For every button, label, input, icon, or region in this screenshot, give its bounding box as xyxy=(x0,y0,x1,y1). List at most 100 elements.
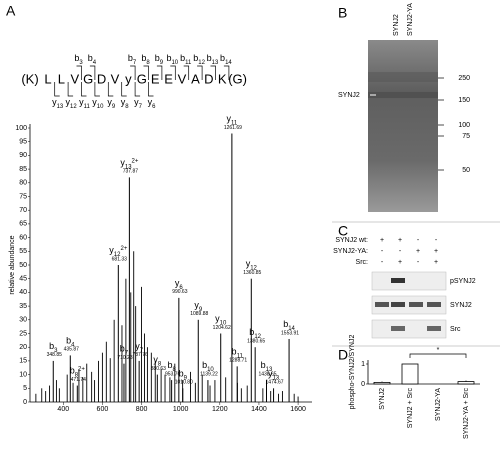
ion-index: 11 xyxy=(84,104,91,110)
residue: V xyxy=(111,71,120,86)
x-tick-label: 1600 xyxy=(290,406,306,413)
ion-label: y8 xyxy=(121,97,130,109)
ion-label: y7 xyxy=(134,97,143,109)
ion-label: b3 xyxy=(74,53,83,65)
fragment-tick xyxy=(89,65,96,80)
sign: + xyxy=(398,237,402,244)
ion-index: 11 xyxy=(231,120,238,126)
ion-label: y8 xyxy=(153,355,162,367)
x-tick-label: 1200 xyxy=(212,406,228,413)
y-tick-label: 80 xyxy=(19,180,27,187)
ion-label: y122+ xyxy=(109,245,128,257)
significance-bracket xyxy=(409,353,467,358)
fragment-tick xyxy=(76,65,82,80)
ion-index: 11 xyxy=(237,353,244,359)
ion-label: b12 xyxy=(193,53,205,65)
ion-letter: b xyxy=(49,341,54,351)
y-tick-label: 25 xyxy=(19,330,27,337)
ion-index: 7 xyxy=(139,104,143,110)
y-tick-label: 75 xyxy=(19,193,27,200)
blot-label: pSYNJ2 xyxy=(450,278,476,285)
ion-index: 12 xyxy=(254,334,261,340)
y-tick-label: 0 xyxy=(361,381,365,388)
ion-letter: y xyxy=(246,259,251,269)
ion-label: b9 xyxy=(155,53,164,65)
x-tick-label: SYNJ2-YA + Src xyxy=(463,388,470,440)
ion-label: b13 xyxy=(261,360,273,372)
ion-letter: b xyxy=(66,336,71,346)
residue: K xyxy=(218,71,227,86)
ion-letter: y xyxy=(148,97,153,107)
panel-label: A xyxy=(6,3,16,19)
y-tick-label: 30 xyxy=(19,317,27,324)
ion-index: 12 xyxy=(114,252,121,258)
blot-band xyxy=(409,302,423,307)
y-tick-label: 1 xyxy=(361,361,365,368)
residue: y xyxy=(125,71,132,86)
residue: D xyxy=(97,71,106,86)
ion-letter: b xyxy=(141,53,146,63)
sign: + xyxy=(434,259,438,266)
mz-label: 710.23 xyxy=(117,355,133,361)
ion-letter: y xyxy=(153,355,158,365)
x-tick-label: 800 xyxy=(136,406,148,413)
band-label: SYNJ2 xyxy=(338,92,360,99)
ion-index: 8 xyxy=(158,361,162,367)
ion-label: y6 xyxy=(175,278,184,290)
mz-label: 681.33 xyxy=(112,256,128,262)
ion-label: b12 xyxy=(249,328,261,340)
y-tick-label: 20 xyxy=(19,344,27,351)
ion-label: y7 xyxy=(135,341,144,353)
ion-label: b3 xyxy=(49,341,58,353)
mz-label: 348.85 xyxy=(47,352,63,358)
y-tick-label: 50 xyxy=(19,262,27,269)
ion-index: 8 xyxy=(125,104,129,110)
sign: - xyxy=(399,248,402,255)
ion-label: b8 xyxy=(141,53,150,65)
ion-label: y13 xyxy=(52,97,64,109)
x-tick-label: 1000 xyxy=(173,406,189,413)
fragment-tick xyxy=(223,65,230,80)
ion-letter: y xyxy=(227,114,232,124)
row-label: SYNJ2-YA: xyxy=(333,248,368,255)
bar xyxy=(373,381,391,385)
ion-label: b11 xyxy=(180,53,192,65)
mz-label: 880.63 xyxy=(151,366,167,372)
ion-index: 12 xyxy=(198,60,205,66)
row-label: Src: xyxy=(356,259,369,266)
fragment-tick xyxy=(197,65,203,80)
ion-index: 10 xyxy=(220,320,227,326)
ion-letter: y xyxy=(79,97,84,107)
ion-letter: y xyxy=(135,341,140,351)
mz-label: 435.87 xyxy=(64,347,80,353)
y-tick-label: 15 xyxy=(19,358,27,365)
mz-label: 1139.22 xyxy=(200,371,218,377)
ion-letter: b xyxy=(88,53,93,63)
y-tick-label: 45 xyxy=(19,276,27,283)
x-tick-label: 600 xyxy=(97,406,109,413)
fragment-tick xyxy=(148,82,154,97)
y-tick-label: 55 xyxy=(19,248,27,255)
lane-label: SYNJ2 xyxy=(393,14,400,36)
ion-index: 11 xyxy=(185,60,192,66)
ion-letter: y xyxy=(215,314,220,324)
ion-index: 14 xyxy=(288,326,295,332)
mz-label: 1261.69 xyxy=(224,125,242,131)
y-axis-label: phospho-SYNJ2/SYNJ2 xyxy=(349,335,356,410)
ion-index: 13 xyxy=(272,375,279,381)
mz-label: 953.76 xyxy=(165,371,181,377)
residue: V xyxy=(178,71,187,86)
y-tick-label: 5 xyxy=(23,385,27,392)
ion-index: 4 xyxy=(71,342,75,348)
x-tick-label: SYNJ2 + Src xyxy=(407,388,414,429)
ion-index: 9 xyxy=(112,104,116,110)
ion-letter: y xyxy=(92,97,97,107)
ion-label: y9 xyxy=(107,97,116,109)
residue: G xyxy=(83,71,93,86)
ion-label: b4 xyxy=(88,53,97,65)
marker-label: 250 xyxy=(458,75,470,82)
ion-letter: y xyxy=(194,300,199,310)
ion-letter: b xyxy=(261,360,266,370)
ion-charge: 2+ xyxy=(132,158,139,164)
